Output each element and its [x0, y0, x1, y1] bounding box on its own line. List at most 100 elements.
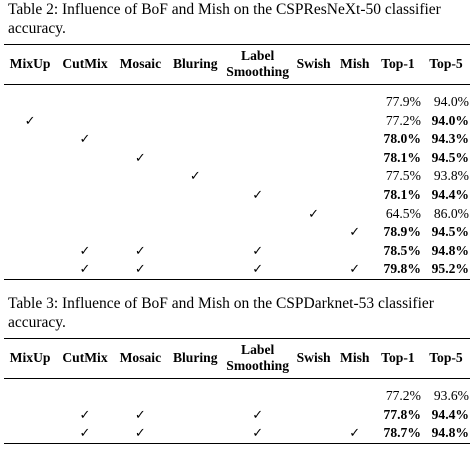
- accuracy-cell: 94.5%: [431, 149, 469, 165]
- table-body: 77.2% 93.6% ✓ ✓ ✓ 77.8% 94.4% ✓ ✓ ✓ ✓ 78.7% 94.8%: [4, 378, 470, 444]
- empty-cell: [4, 378, 56, 405]
- column-header: Mish: [340, 56, 370, 71]
- column-header: CutMix: [62, 349, 108, 365]
- check-cell: ✓: [134, 261, 146, 277]
- column-header: MixUp: [9, 56, 51, 71]
- accuracy-cell: 93.6%: [433, 387, 469, 403]
- empty-cell: [224, 205, 292, 224]
- column-header: Bluring: [172, 56, 218, 71]
- check-cell: ✓: [134, 425, 146, 441]
- empty-cell: [56, 112, 114, 131]
- accuracy-cell: 94.4%: [431, 186, 469, 202]
- empty-cell: [224, 149, 292, 168]
- accuracy-cell: 94.3%: [431, 131, 469, 147]
- empty-cell: [292, 167, 336, 186]
- accuracy-cell: 77.5%: [385, 168, 421, 184]
- empty-cell: [292, 260, 336, 279]
- accuracy-cell: 78.5%: [383, 242, 421, 258]
- check-cell: ✓: [79, 242, 91, 258]
- empty-cell: [114, 186, 167, 205]
- empty-cell: [336, 130, 374, 149]
- empty-cell: [167, 378, 224, 405]
- column-header: Bluring: [172, 349, 218, 365]
- accuracy-cell: 86.0%: [433, 205, 469, 221]
- empty-cell: [224, 167, 292, 186]
- empty-cell: [4, 223, 56, 242]
- check-cell: ✓: [252, 261, 264, 277]
- accuracy-cell: 77.9%: [385, 94, 421, 109]
- accuracy-cell: 77.8%: [383, 406, 421, 422]
- empty-cell: [167, 186, 224, 205]
- check-cell: ✓: [134, 149, 146, 165]
- column-header: CutMix: [62, 56, 108, 71]
- empty-cell: [114, 167, 167, 186]
- empty-cell: [167, 85, 224, 112]
- column-header: MixUp: [9, 349, 51, 365]
- column-header: Top-1: [381, 56, 415, 71]
- empty-cell: [336, 242, 374, 261]
- column-header: Mosaic: [119, 56, 162, 71]
- column-header: Top-5: [429, 56, 463, 71]
- accuracy-cell: 79.8%: [383, 261, 421, 277]
- accuracy-cell: 78.0%: [383, 131, 421, 147]
- check-cell: ✓: [79, 425, 91, 441]
- table-header: MixUp CutMix Mosaic Bluring Label Smoothing S…: [4, 44, 470, 85]
- table-row: ✓ ✓ ✓ 77.8% 94.4%: [4, 406, 470, 425]
- check-cell: ✓: [252, 425, 264, 441]
- empty-cell: [167, 424, 224, 443]
- header-row: MixUp CutMix Mosaic Bluring Label Smoothing S…: [4, 338, 470, 379]
- check-cell: ✓: [349, 224, 361, 240]
- empty-cell: [56, 85, 114, 112]
- empty-cell: [56, 167, 114, 186]
- empty-cell: [4, 130, 56, 149]
- header-row: MixUp CutMix Mosaic Bluring Label Smoothing S…: [4, 44, 470, 85]
- empty-cell: [56, 223, 114, 242]
- table-block: Table 2: Influence of BoF and Mish on th…: [4, 0, 470, 280]
- empty-cell: [224, 112, 292, 131]
- accuracy-cell: 95.2%: [431, 261, 469, 277]
- table-row: ✓ ✓ ✓ 78.5% 94.8%: [4, 242, 470, 261]
- accuracy-cell: 78.7%: [383, 425, 421, 441]
- table-row: ✓ 78.1% 94.5%: [4, 149, 470, 168]
- check-cell: ✓: [252, 242, 264, 258]
- empty-cell: [167, 260, 224, 279]
- table-row: ✓ 77.5% 93.8%: [4, 167, 470, 186]
- table-header: MixUp CutMix Mosaic Bluring Label Smoothing S…: [4, 338, 470, 379]
- check-cell: ✓: [189, 168, 201, 184]
- table-row: ✓ 78.0% 94.3%: [4, 130, 470, 149]
- accuracy-cell: 94.4%: [431, 406, 469, 422]
- check-cell: ✓: [79, 261, 91, 277]
- accuracy-cell: 78.9%: [383, 224, 421, 240]
- accuracy-cell: 64.5%: [385, 205, 421, 221]
- check-cell: ✓: [349, 261, 361, 277]
- empty-cell: [114, 205, 167, 224]
- empty-cell: [336, 406, 374, 425]
- column-header: Swish: [296, 349, 331, 365]
- check-cell: ✓: [79, 406, 91, 422]
- empty-cell: [114, 112, 167, 131]
- check-cell: ✓: [252, 406, 264, 422]
- accuracy-cell: 94.0%: [431, 112, 469, 128]
- column-header: Swish: [296, 56, 331, 71]
- empty-cell: [292, 424, 336, 443]
- empty-cell: [56, 205, 114, 224]
- empty-cell: [224, 130, 292, 149]
- empty-cell: [167, 130, 224, 149]
- empty-cell: [292, 130, 336, 149]
- table-row: ✓ 64.5% 86.0%: [4, 205, 470, 224]
- empty-cell: [4, 242, 56, 261]
- empty-cell: [56, 378, 114, 405]
- table-body: 77.9% 94.0% ✓ 77.2% 94.0% ✓ 78.0% 94.3% ✓ 78.1% 94…: [4, 85, 470, 280]
- check-cell: ✓: [134, 242, 146, 258]
- empty-cell: [4, 167, 56, 186]
- table-row: ✓ 78.1% 94.4%: [4, 186, 470, 205]
- empty-cell: [292, 112, 336, 131]
- empty-cell: [167, 406, 224, 425]
- empty-cell: [4, 260, 56, 279]
- document: Table 2: Influence of BoF and Mish on th…: [4, 0, 470, 444]
- empty-cell: [167, 149, 224, 168]
- check-cell: ✓: [79, 131, 91, 147]
- column-header: Mosaic: [119, 349, 162, 365]
- column-header: Mish: [340, 349, 370, 365]
